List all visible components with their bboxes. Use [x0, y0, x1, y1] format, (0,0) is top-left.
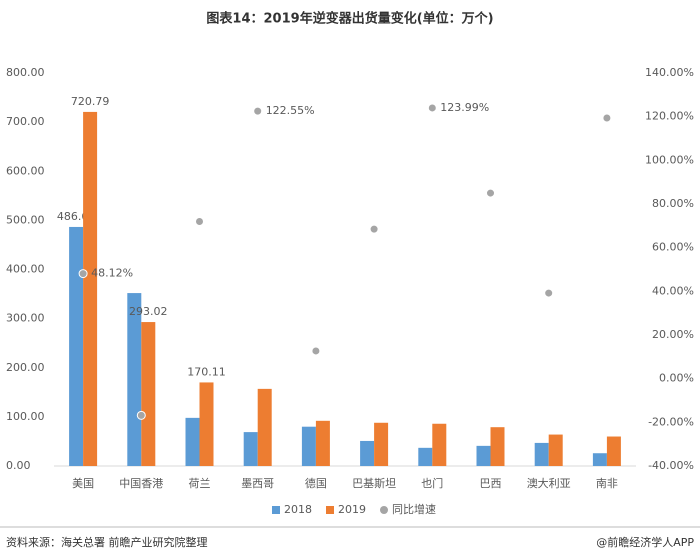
- growth-label: 122.55%: [266, 104, 315, 117]
- bar: [360, 440, 375, 466]
- legend-label: 2018: [284, 503, 312, 516]
- chart-title: 图表14：2019年逆变器出货量变化(单位：万个): [206, 11, 493, 27]
- y-tick-label: 100.00: [6, 410, 45, 423]
- y2-tick-label: 0.00%: [659, 372, 694, 385]
- bar: [476, 445, 491, 466]
- x-tick-label: 巴基斯坦: [352, 476, 396, 490]
- legend-label: 2019: [338, 503, 366, 516]
- growth-dot: [136, 410, 146, 420]
- growth-dot: [427, 103, 437, 113]
- y2-tick-label: -20.00%: [648, 415, 694, 428]
- bar: [243, 432, 258, 466]
- y-tick-label: 800.00: [6, 66, 45, 79]
- bar: [257, 388, 272, 466]
- bar: [432, 423, 447, 466]
- x-tick-label: 中国香港: [119, 477, 163, 490]
- x-tick-label: 巴西: [480, 477, 502, 490]
- legend-swatch: [326, 506, 334, 514]
- bar: [199, 382, 214, 466]
- legend-swatch: [272, 506, 280, 514]
- y2-tick-label: -40.00%: [648, 459, 694, 472]
- bar: [127, 293, 142, 466]
- bar: [548, 434, 563, 466]
- y2-tick-label: 100.00%: [645, 153, 694, 166]
- source: 资料来源：海关总署 前瞻产业研究院整理: [6, 535, 208, 549]
- brand: @前瞻经济学人APP: [596, 535, 694, 549]
- y-tick-label: 200.00: [6, 361, 45, 374]
- legend-label: 同比增速: [392, 502, 436, 516]
- x-tick-label: 荷兰: [189, 477, 211, 490]
- growth-dot: [369, 224, 379, 234]
- growth-dot: [311, 346, 321, 356]
- y-tick-label: 0.00: [6, 459, 31, 472]
- bar-label: 720.79: [71, 95, 110, 108]
- growth-label: 123.99%: [440, 101, 489, 114]
- x-tick-label: 澳大利亚: [527, 476, 571, 490]
- y-tick-label: 500.00: [6, 213, 45, 226]
- x-tick-label: 南非: [596, 477, 618, 490]
- growth-dot: [253, 106, 263, 116]
- legend-swatch: [380, 506, 388, 514]
- x-tick-label: 墨西哥: [241, 477, 274, 490]
- bar-label: 293.02: [129, 305, 168, 318]
- growth-label: 48.12%: [91, 267, 133, 280]
- bar: [490, 427, 505, 466]
- growth-dot: [544, 288, 554, 298]
- bar: [606, 436, 621, 466]
- bar: [185, 417, 200, 466]
- y-tick-label: 300.00: [6, 312, 45, 325]
- bar: [418, 447, 433, 466]
- y2-tick-label: 80.00%: [652, 197, 694, 210]
- bar: [141, 322, 156, 466]
- growth-dot: [486, 188, 495, 198]
- y-tick-label: 700.00: [6, 115, 45, 128]
- bar: [374, 422, 389, 466]
- y2-tick-label: 20.00%: [652, 328, 694, 341]
- bar-label: 170.11: [187, 365, 226, 378]
- y2-tick-label: 120.00%: [645, 110, 694, 123]
- bar: [69, 226, 84, 466]
- x-tick-label: 也门: [421, 476, 443, 490]
- growth-dot: [195, 216, 204, 226]
- growth-dot: [78, 269, 88, 279]
- bar: [592, 453, 607, 466]
- x-tick-label: 德国: [305, 476, 327, 490]
- bar: [83, 111, 98, 466]
- growth-dot: [602, 113, 612, 123]
- bar: [315, 420, 330, 466]
- y-tick-label: 400.00: [6, 263, 45, 276]
- y-tick-label: 600.00: [6, 164, 45, 177]
- y2-tick-label: 60.00%: [652, 241, 694, 254]
- x-tick-label: 美国: [72, 477, 94, 490]
- bar: [534, 442, 549, 466]
- y2-tick-label: 140.00%: [645, 66, 694, 79]
- bar: [301, 426, 316, 466]
- y2-tick-label: 40.00%: [652, 284, 694, 297]
